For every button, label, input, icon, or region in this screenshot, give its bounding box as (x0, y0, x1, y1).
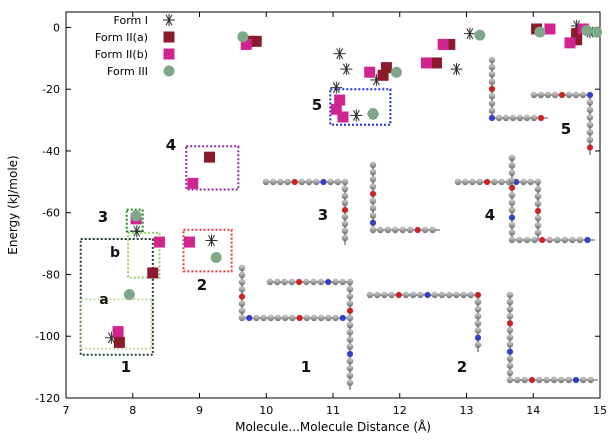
data-points (105, 20, 602, 348)
point-form-iii (237, 31, 248, 42)
point-form-ii-b (184, 237, 195, 248)
structure-3-molecule-b (370, 162, 440, 233)
molecular-structures (239, 57, 598, 390)
legend: Form I Form II(a) Form II(b) Form III (95, 14, 175, 78)
point-form-iii (534, 27, 545, 38)
x-tick-label: 13 (460, 404, 474, 417)
y-tick-label: -20 (42, 83, 60, 96)
x-tick-label: 15 (593, 404, 607, 417)
point-form-ii-b (364, 67, 375, 78)
structure-2-molecule-b (507, 292, 598, 383)
y-tick-label: -120 (35, 392, 60, 405)
point-form-ii-a (381, 62, 392, 73)
point-form-iii (124, 289, 135, 300)
y-axis-title: Energy (kJ/mole) (6, 155, 20, 254)
point-form-i (350, 109, 362, 121)
point-form-iii (368, 108, 379, 119)
box-label-4: 4 (166, 136, 176, 154)
y-tick-label: -80 (42, 268, 60, 281)
x-tick-label: 11 (326, 404, 340, 417)
point-form-iii (581, 25, 592, 36)
point-form-i (206, 235, 218, 247)
point-form-i (334, 48, 346, 60)
structure-label-3: 3 (318, 206, 328, 224)
point-form-iii (211, 252, 222, 263)
y-tick-label: -100 (35, 330, 60, 343)
x-tick-label: 9 (196, 404, 203, 417)
point-form-iii (474, 30, 485, 41)
point-form-ii-b (113, 326, 124, 337)
legend-marker-form-iii (164, 66, 175, 77)
point-form-ii-b (438, 39, 449, 50)
structure-label-2: 2 (457, 358, 467, 376)
point-form-i (330, 82, 342, 94)
point-form-iii (591, 27, 602, 38)
point-form-iii (391, 67, 402, 78)
point-form-ii-a (114, 337, 125, 348)
x-tick-label: 10 (259, 404, 273, 417)
structure-5-molecule-a (489, 57, 548, 121)
x-tick-label: 12 (393, 404, 407, 417)
structure-4-molecule-a (455, 179, 541, 240)
structure-1-molecule-a (239, 265, 350, 321)
x-tick-label: 8 (129, 404, 136, 417)
legend-label-form-ii-b: Form II(b) (95, 48, 148, 61)
point-form-i (131, 225, 143, 237)
box-label-b: b (110, 245, 120, 261)
point-form-ii-a (147, 267, 158, 278)
legend-label-form-ii-a: Form II(a) (95, 31, 148, 44)
box-label-1: 1 (121, 358, 131, 376)
point-form-i (340, 63, 352, 75)
x-tick-label: 7 (63, 404, 70, 417)
box-label-3: 3 (98, 208, 108, 226)
point-form-ii-a (251, 36, 262, 47)
box-label-2: 2 (197, 276, 207, 294)
structure-label-1: 1 (301, 358, 311, 376)
y-tick-label: -40 (42, 145, 60, 158)
point-form-ii-b (338, 111, 349, 122)
point-form-ii-b (334, 95, 345, 106)
y-tick-label: 0 (53, 21, 60, 34)
point-form-ii-b (544, 23, 555, 34)
box-label-5: 5 (312, 96, 322, 114)
structure-4-molecule-b (509, 155, 595, 243)
point-form-ii-b (187, 178, 198, 189)
y-tick-label: -60 (42, 207, 60, 220)
structure-label-5: 5 (561, 120, 571, 138)
point-form-ii-b (564, 37, 575, 48)
legend-marker-form-i (163, 14, 175, 26)
structure-2-molecule-a (367, 292, 481, 352)
point-form-ii-b (154, 237, 165, 248)
point-form-ii-b (421, 57, 432, 68)
point-form-ii-a (431, 57, 442, 68)
legend-marker-form-ii-b (164, 49, 175, 60)
series-form-iii (124, 25, 602, 300)
x-tick-label: 14 (526, 404, 540, 417)
box-label-a: a (99, 292, 108, 308)
box-2 (184, 230, 232, 272)
x-axis-title: Molecule...Molecule Distance (Å) (235, 419, 431, 434)
point-form-iii (131, 210, 142, 221)
legend-label-form-i: Form I (114, 14, 148, 27)
legend-label-form-iii: Form III (107, 65, 148, 78)
structure-label-4: 4 (485, 206, 495, 224)
legend-marker-form-ii-a (164, 32, 175, 43)
highlight-boxes: 1 a b 3 2 4 5 1 2 3 4 5 (81, 89, 572, 376)
point-form-ii-a (204, 152, 215, 163)
point-form-i (450, 63, 462, 75)
structure-3-molecule-a (263, 179, 348, 245)
point-form-i (464, 28, 476, 40)
